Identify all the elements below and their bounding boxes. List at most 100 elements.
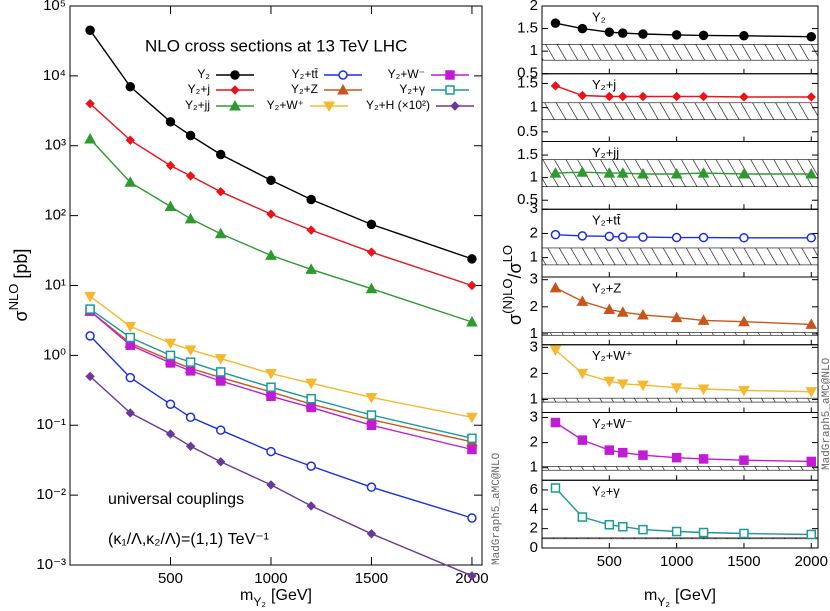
- x-axis-label: mY₂ [GeV]: [240, 587, 312, 609]
- marker: [366, 482, 377, 492]
- marker: [739, 92, 749, 102]
- marker: [467, 280, 477, 291]
- marker: [670, 167, 683, 179]
- marker: [306, 501, 316, 511]
- marker: [637, 167, 649, 179]
- marker: [671, 232, 682, 243]
- marker: [214, 354, 227, 365]
- legend-label: Y₂+W⁺: [267, 98, 304, 112]
- x-axis-label-unit: [GeV]: [675, 587, 716, 604]
- marker: [603, 303, 616, 315]
- x-axis-label-main: m: [240, 587, 253, 604]
- x-tick-label: 2000: [795, 553, 828, 570]
- marker: [576, 295, 589, 306]
- marker: [466, 316, 478, 327]
- marker: [125, 372, 136, 383]
- marker: [638, 232, 648, 242]
- marker: [125, 340, 136, 350]
- marker: [184, 345, 197, 356]
- marker: [266, 382, 276, 392]
- marker: [576, 368, 589, 380]
- lo-band: [541, 537, 819, 540]
- marker: [550, 483, 561, 493]
- marker: [215, 425, 226, 435]
- marker: [698, 454, 709, 464]
- x-axis-label-sub: Y₂: [657, 595, 670, 609]
- annotation: (κ₁/Λ,κ₂/Λ)=(1,1) TeV⁻¹: [108, 531, 269, 548]
- y-axis-label: σNLO [pb]: [6, 249, 31, 322]
- marker: [265, 369, 277, 380]
- marker: [738, 167, 750, 179]
- marker: [306, 393, 316, 404]
- marker: [670, 383, 683, 394]
- marker: [806, 233, 817, 243]
- marker: [215, 149, 226, 160]
- y-tick-label: 0.5: [517, 191, 538, 208]
- y-tick-label: 1.5: [517, 74, 538, 91]
- marker: [366, 410, 377, 420]
- marker: [366, 219, 377, 230]
- marker: [671, 30, 682, 40]
- marker: [306, 225, 316, 235]
- y-axis-label-b: (N)LO: [500, 278, 515, 313]
- chart-title: NLO cross sections at 13 TeV LHC: [145, 36, 407, 55]
- marker: [637, 380, 649, 392]
- marker: [739, 455, 749, 465]
- marker: [671, 452, 682, 463]
- y-tick-label: 10²: [44, 207, 66, 224]
- marker: [698, 527, 709, 538]
- marker: [164, 200, 177, 212]
- marker: [265, 249, 277, 260]
- marker: [85, 98, 95, 109]
- marker: [266, 175, 276, 186]
- lo-band: [541, 247, 819, 266]
- y-axis-label-unit: [pb]: [11, 249, 31, 279]
- marker: [165, 399, 176, 409]
- ratio-line: [555, 22, 812, 38]
- series-line: [89, 138, 473, 323]
- panel-label: Y₂: [592, 9, 606, 24]
- y-tick-label: 1: [530, 42, 538, 59]
- y-tick-label: 0: [530, 539, 538, 556]
- marker: [467, 444, 477, 455]
- marker: [638, 91, 648, 102]
- x-tick-label: 500: [597, 553, 622, 570]
- marker: [739, 528, 749, 539]
- marker: [216, 186, 226, 197]
- legend-label: Y₂+j: [188, 82, 210, 96]
- series-line: [89, 29, 473, 260]
- marker: [467, 433, 477, 444]
- marker: [306, 194, 316, 205]
- marker: [806, 529, 817, 540]
- legend-marker: [323, 101, 335, 113]
- lo-band: [541, 397, 819, 403]
- marker: [806, 92, 816, 102]
- marker: [467, 254, 477, 264]
- marker: [549, 345, 562, 356]
- marker: [266, 209, 276, 219]
- y-tick-label: 2: [530, 364, 538, 381]
- marker: [604, 520, 615, 530]
- marker: [738, 315, 750, 327]
- marker: [125, 135, 135, 145]
- legend-marker: [229, 99, 241, 111]
- y-tick-label: 10⁻³: [36, 556, 66, 573]
- legend-label: Y₂+H (×10²): [366, 98, 430, 112]
- marker: [698, 232, 709, 243]
- y-tick-label: 1.5: [517, 146, 538, 163]
- marker: [618, 521, 628, 532]
- lo-band: [541, 332, 819, 336]
- marker: [604, 91, 615, 102]
- marker: [165, 117, 176, 127]
- y-tick-label: 1: [530, 390, 538, 407]
- marker: [185, 412, 196, 423]
- x-axis-label-unit: [GeV]: [271, 587, 312, 604]
- marker: [85, 371, 95, 382]
- y-tick-label: 2: [530, 224, 538, 241]
- annotation: universal couplings: [108, 491, 244, 508]
- marker: [603, 376, 616, 388]
- marker: [125, 408, 135, 418]
- marker: [577, 512, 588, 522]
- lo-band: [541, 44, 819, 61]
- legend-marker: [230, 85, 240, 95]
